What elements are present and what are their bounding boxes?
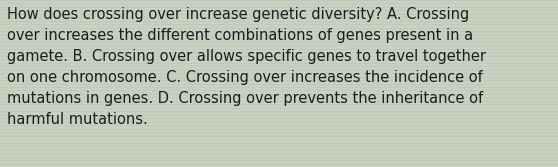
Text: How does crossing over increase genetic diversity? A. Crossing
over increases th: How does crossing over increase genetic … xyxy=(7,7,486,127)
